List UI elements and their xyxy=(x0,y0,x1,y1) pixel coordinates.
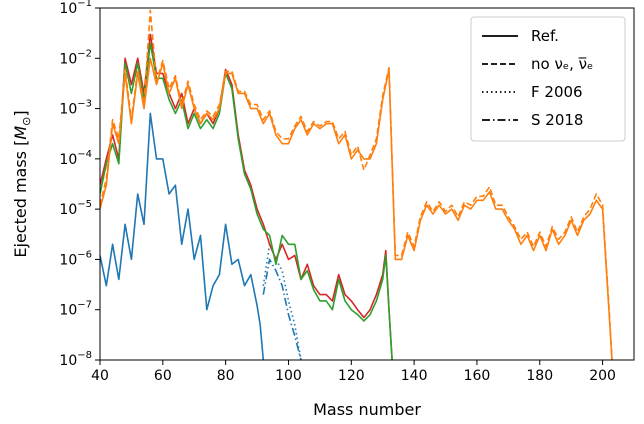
legend-frame xyxy=(470,16,626,142)
legend-label: Ref. xyxy=(531,27,559,45)
x-tick-label: 120 xyxy=(338,368,365,384)
series-line-3 xyxy=(100,33,393,360)
series-layer xyxy=(100,9,613,360)
x-axis: 40 60 80 100 120 140 160 180 200 xyxy=(91,360,616,384)
y-axis-label: Ejected mass [M⊙] xyxy=(11,110,33,257)
plot-frame xyxy=(99,7,635,361)
y-tick-label: 10−3 xyxy=(59,99,92,118)
y-tick-label: 10−4 xyxy=(59,149,92,168)
x-tick-label: 180 xyxy=(526,368,553,384)
y-tick-label: 10−2 xyxy=(59,48,92,67)
x-tick-label: 100 xyxy=(275,368,302,384)
x-tick-label: 140 xyxy=(401,368,428,384)
series-line-2 xyxy=(262,258,302,360)
series-line-0 xyxy=(100,112,265,360)
x-tick-label: 80 xyxy=(217,368,235,384)
x-tick-label: 200 xyxy=(589,368,616,384)
y-tick-label: 10−1 xyxy=(59,0,92,17)
y-tick-label: 10−5 xyxy=(59,199,92,218)
legend-label: no νₑ, ν̅ₑ xyxy=(531,55,593,73)
legend: Ref. no νₑ, ν̅ₑ F 2006 S 2018 xyxy=(470,16,626,142)
x-axis-label: Mass number xyxy=(313,400,421,419)
y-tick-label: 10−8 xyxy=(59,350,92,369)
legend-label: S 2018 xyxy=(531,111,583,129)
legend-label: F 2006 xyxy=(531,83,583,101)
y-tick-label: 10−6 xyxy=(59,249,92,268)
series-line-4 xyxy=(100,42,393,360)
x-tick-label: 60 xyxy=(154,368,172,384)
series-line-5 xyxy=(100,57,613,360)
y-axis: 10−8 10−7 10−6 10−5 10−4 10−3 10−2 10−1 xyxy=(59,0,100,369)
series-line-6 xyxy=(100,9,613,360)
y-tick-label: 10−7 xyxy=(59,300,92,319)
x-tick-label: 40 xyxy=(91,368,109,384)
x-tick-label: 160 xyxy=(464,368,491,384)
